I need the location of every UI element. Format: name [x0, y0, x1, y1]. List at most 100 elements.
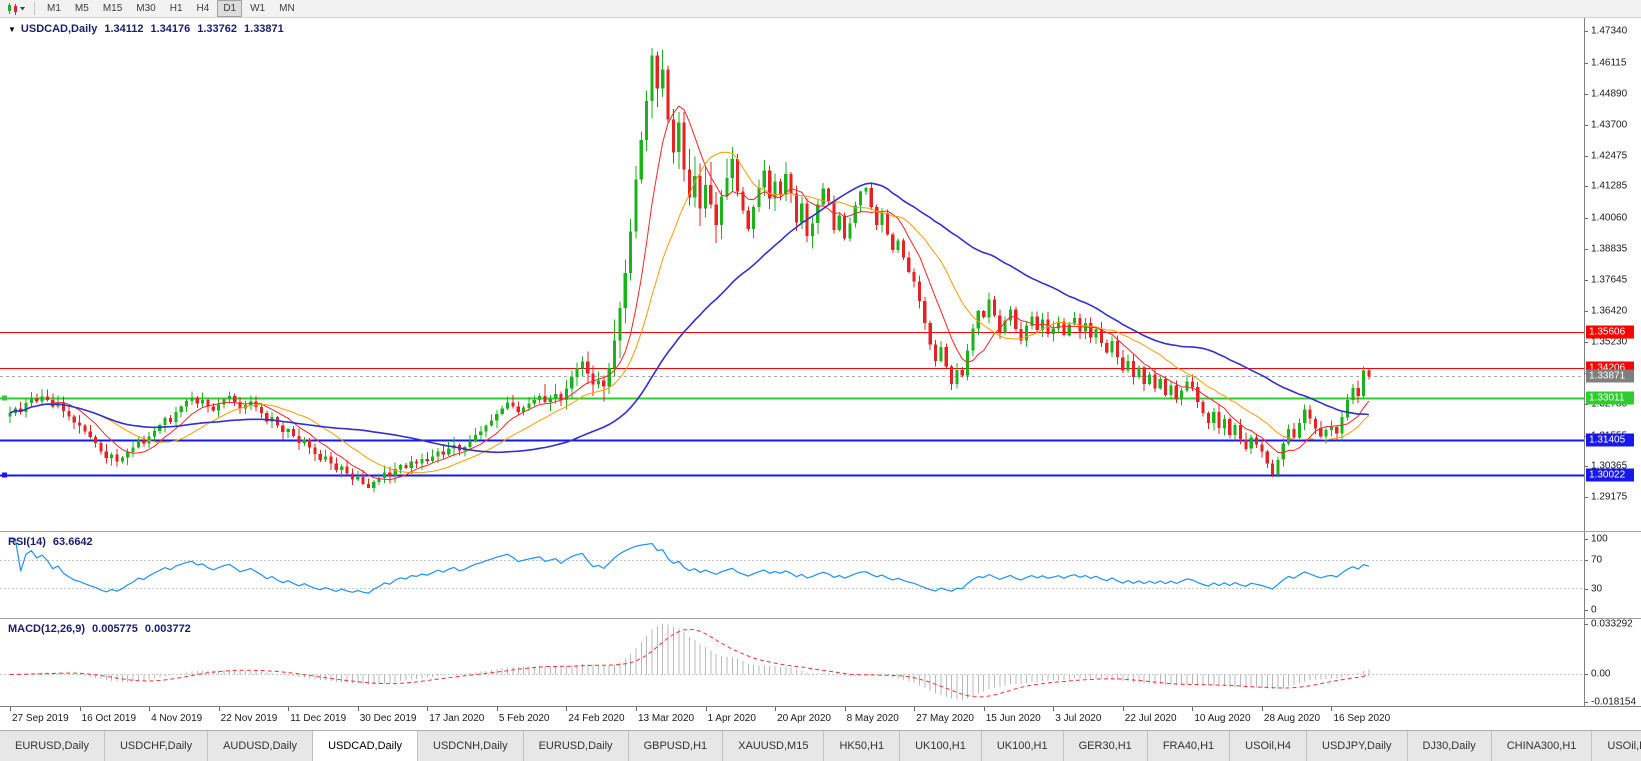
ohlc-close-value: 1.33871	[244, 23, 284, 35]
chart-tab-eurusd-daily[interactable]: EURUSD,Daily	[523, 731, 629, 761]
ohlc-open-value: 1.34112	[104, 23, 144, 35]
chart-tab-usoil-h4[interactable]: USOil,H4	[1230, 731, 1308, 761]
chart-tab-fra40-h1[interactable]: FRA40,H1	[1147, 731, 1231, 761]
chart-tab-usdjpy-daily[interactable]: USDJPY,Daily	[1307, 731, 1408, 761]
chart-dropdown-icon[interactable]: ▼	[8, 25, 16, 34]
date-axis-label: 22 Jul 2020	[1124, 713, 1177, 724]
price-axis-tick-label: 1.42475	[1591, 150, 1628, 162]
timeframe-button-m5[interactable]: M5	[74, 3, 89, 14]
rsi-title-bar: RSI(14) 63.6642	[8, 536, 93, 548]
candlestick-chart-icon	[8, 2, 25, 15]
current-price-price-chip: 1.33871	[1586, 369, 1634, 383]
timeframe-button-mn[interactable]: MN	[279, 3, 295, 14]
macd-indicator-label: MACD(12,26,9)	[8, 623, 86, 635]
chart-tab-usoil-h1[interactable]: USOil,H1	[1592, 731, 1641, 761]
rsi-axis-label: 70	[1591, 554, 1603, 566]
rsi-indicator-label: RSI(14)	[8, 536, 46, 548]
time-axis[interactable]: 27 Sep 2019 16 Oct 2019 4 Nov 2019 22 Nov 2…	[0, 706, 1641, 730]
date-axis-label: 22 Nov 2019	[220, 713, 278, 724]
timeframe-button-h4[interactable]: H4	[196, 3, 210, 14]
macd-title-bar: MACD(12,26,9) 0.005775 0.003772	[8, 623, 191, 635]
chart-title-bar: ▼ USDCAD,Daily 1.34112 1.34176 1.33762 1.3387…	[8, 23, 284, 35]
rsi-indicator-pane[interactable]	[0, 533, 1584, 618]
date-axis-label: 4 Nov 2019	[151, 713, 203, 724]
price-axis-tick-label: 1.30365	[1591, 460, 1628, 472]
support-line-price-chip: 1.33011	[1586, 391, 1634, 405]
ohlc-low-value: 1.33762	[197, 23, 238, 35]
macd-indicator-pane[interactable]	[0, 620, 1584, 706]
date-axis-label: 27 Sep 2019	[12, 713, 69, 724]
price-axis-tick-label: 1.37645	[1591, 274, 1628, 286]
rsi-current-value: 63.6642	[52, 536, 93, 548]
chart-tab-gbpusd-h1[interactable]: GBPUSD,H1	[628, 731, 724, 761]
chart-symbol-title: USDCAD,Daily	[20, 23, 98, 35]
chart-tab-ger30-h1[interactable]: GER30,H1	[1063, 731, 1148, 761]
timeframe-button-group: M1 M5 M15 M30 H1 H4 D1 W1 MN	[40, 0, 302, 17]
chart-tab-xauusd-m15[interactable]: XAUUSD,M15	[723, 731, 825, 761]
price-axis-tick-label: 1.47340	[1591, 25, 1628, 37]
rsi-line	[10, 538, 1370, 594]
date-axis-label: 16 Sep 2020	[1333, 713, 1391, 724]
chart-tab-dj30-daily[interactable]: DJ30,Daily	[1407, 731, 1492, 761]
support-line-price-chip: 1.30022	[1586, 468, 1634, 482]
date-axis-label: 30 Dec 2019	[359, 713, 417, 724]
price-axis[interactable]: 1.47340 1.46115 1.44890 1.43700 1.42475 1.412…	[1584, 18, 1641, 708]
ma-mid-line	[9, 151, 1370, 474]
timeframe-button-m15[interactable]: M15	[102, 3, 123, 14]
price-axis-tick-label: 1.38835	[1591, 243, 1628, 255]
pane-splitter[interactable]	[0, 618, 1641, 619]
date-axis-label: 17 Jan 2020	[429, 713, 485, 724]
macd-signal-line	[9, 628, 1369, 698]
rsi-axis-label: 100	[1591, 533, 1608, 545]
price-axis-tick-label: 1.44890	[1591, 88, 1628, 100]
date-axis-label: 13 Mar 2020	[637, 713, 695, 724]
macd-axis-label: 0.033292	[1591, 618, 1633, 630]
date-axis-label: 11 Dec 2019	[290, 713, 347, 724]
ma-slow-line	[9, 182, 1369, 454]
price-axis-tick-label: 1.36420	[1591, 305, 1628, 317]
date-axis-label: 27 May 2020	[916, 713, 974, 724]
main-price-pane[interactable]	[0, 18, 1584, 531]
timeframe-button-m1[interactable]: M1	[47, 3, 61, 14]
date-axis-label: 24 Feb 2020	[568, 713, 625, 724]
date-axis-label: 16 Oct 2019	[81, 713, 137, 724]
price-axis-tick-label: 1.41285	[1591, 180, 1628, 192]
chart-tab-hk50-h1[interactable]: HK50,H1	[824, 731, 901, 761]
timeframe-button-w1[interactable]: W1	[250, 3, 266, 14]
macd-signal-value: 0.003772	[144, 623, 191, 635]
date-axis-label: 1 Apr 2020	[707, 713, 756, 724]
chart-tab-usdcad-daily[interactable]: USDCAD,Daily	[313, 731, 419, 761]
chart-tab-uk100-h1[interactable]: UK100,H1	[900, 731, 982, 761]
price-axis-tick-label: 1.40060	[1591, 212, 1628, 224]
timeframe-button-d1[interactable]: D1	[217, 0, 243, 17]
chart-type-icon[interactable]	[3, 1, 29, 17]
macd-main-value: 0.005775	[92, 623, 138, 635]
timeframe-button-h1[interactable]: H1	[169, 3, 183, 14]
price-axis-tick-label: 1.29175	[1591, 491, 1628, 503]
date-axis-label: 10 Aug 2020	[1194, 713, 1251, 724]
pane-splitter[interactable]	[0, 531, 1641, 532]
price-axis-tick-label: 1.46115	[1591, 57, 1627, 69]
chart-tab-china300-h1[interactable]: CHINA300,H1	[1491, 731, 1593, 761]
date-axis-label: 15 Jun 2020	[985, 713, 1041, 724]
ohlc-high-value: 1.34176	[150, 23, 191, 35]
chart-tab-usdchf-daily[interactable]: USDCHF,Daily	[104, 731, 209, 761]
rsi-axis-label: 0	[1591, 604, 1597, 616]
ma-fast-line	[9, 105, 1370, 481]
top-toolbar: M1 M5 M15 M30 H1 H4 D1 W1 MN	[0, 0, 1641, 18]
toolbar-separator	[34, 2, 35, 15]
price-axis-tick-label: 1.35230	[1591, 336, 1628, 348]
bottom-tab-bar: EURUSD,Daily USDCHF,Daily AUDUSD,Daily USDC…	[0, 730, 1641, 761]
timeframe-button-m30[interactable]: M30	[136, 3, 156, 14]
chart-tab-usdcnh-daily[interactable]: USDCNH,Daily	[418, 731, 524, 761]
date-axis-label: 28 Aug 2020	[1263, 713, 1321, 724]
macd-axis-label: -0.018154	[1591, 696, 1637, 708]
resistance-line-price-chip: 1.35606	[1586, 325, 1634, 339]
chart-tab-uk100-h1[interactable]: UK100,H1	[981, 731, 1064, 761]
price-axis-tick-label: 1.43700	[1591, 119, 1628, 131]
chart-tab-audusd-daily[interactable]: AUDUSD,Daily	[208, 731, 314, 761]
chart-tab-eurusd-daily[interactable]: EURUSD,Daily	[0, 731, 105, 761]
macd-axis-label: 0.00	[1591, 668, 1611, 680]
date-axis-label: 20 Apr 2020	[777, 713, 831, 724]
